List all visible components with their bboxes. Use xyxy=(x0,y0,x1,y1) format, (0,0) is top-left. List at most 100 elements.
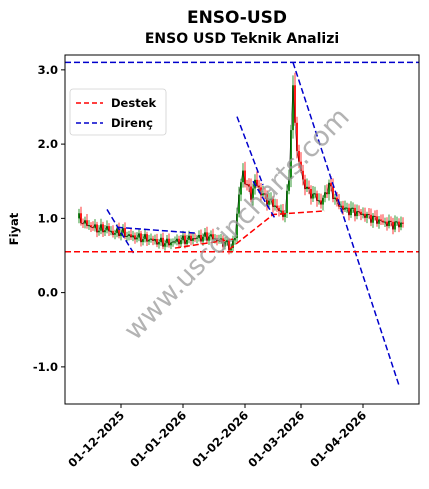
price-candle xyxy=(222,238,224,247)
price-candle xyxy=(382,220,384,223)
price-candle xyxy=(356,211,358,217)
price-candle xyxy=(288,178,290,191)
watermark-text: www.uscoincharts.com xyxy=(118,102,356,347)
price-candle xyxy=(214,238,216,240)
price-candle xyxy=(170,242,172,246)
price-candle xyxy=(236,213,238,239)
price-candle xyxy=(150,238,152,240)
price-candle xyxy=(106,226,108,231)
price-candle xyxy=(392,221,394,230)
price-candle xyxy=(328,182,330,195)
price-candle xyxy=(262,193,264,196)
price-candle xyxy=(218,240,220,242)
price-candle xyxy=(284,213,286,217)
price-candle xyxy=(244,170,246,185)
price-candle xyxy=(130,234,132,238)
price-candle xyxy=(152,238,154,241)
price-candle xyxy=(104,230,106,233)
price-candle xyxy=(292,85,294,131)
y-tick-label: 3.0 xyxy=(38,63,58,77)
price-candle xyxy=(386,221,388,227)
price-candle xyxy=(216,238,218,242)
price-candle xyxy=(306,186,308,190)
price-candle xyxy=(260,187,262,196)
price-candle xyxy=(330,182,332,187)
price-candle xyxy=(146,234,148,242)
price-candle xyxy=(232,240,234,249)
price-candle xyxy=(208,236,210,241)
price-candle xyxy=(372,215,374,223)
price-candle xyxy=(190,235,192,241)
support-trend-line xyxy=(270,210,326,216)
price-candle xyxy=(172,241,174,243)
price-candle xyxy=(192,238,194,241)
price-candle xyxy=(206,232,208,241)
price-candle xyxy=(342,205,344,210)
price-candle xyxy=(184,235,186,245)
price-candle xyxy=(286,190,288,214)
price-candle xyxy=(188,235,190,240)
price-candle xyxy=(84,220,86,224)
x-tick-label: 01-02-2026 xyxy=(189,408,251,470)
y-tick-label: 1.0 xyxy=(38,211,58,225)
price-candle xyxy=(266,193,268,205)
resistance-trend-line xyxy=(292,62,400,386)
price-candle xyxy=(180,240,182,245)
price-candle xyxy=(98,230,100,233)
price-candle xyxy=(94,224,96,228)
price-candle xyxy=(100,224,102,231)
price-candle xyxy=(252,188,254,200)
price-candle xyxy=(258,185,260,188)
price-candle xyxy=(86,220,88,226)
price-candle xyxy=(344,207,346,210)
price-candle xyxy=(204,232,206,237)
price-candle xyxy=(148,239,150,242)
price-candle xyxy=(198,234,200,238)
price-candle xyxy=(388,220,390,227)
price-candle xyxy=(242,170,244,183)
price-candle xyxy=(350,208,352,216)
price-candle xyxy=(124,228,126,237)
price-candle xyxy=(164,243,166,247)
price-candle xyxy=(176,238,178,242)
price-candle xyxy=(202,236,204,242)
price-candle xyxy=(274,205,276,207)
price-candle xyxy=(186,239,188,245)
price-candle xyxy=(162,237,164,247)
price-candle xyxy=(348,207,350,216)
price-candle xyxy=(158,242,160,245)
price-candle xyxy=(294,85,296,123)
price-candle xyxy=(80,213,82,224)
price-candle xyxy=(144,234,146,240)
price-candle xyxy=(196,237,198,239)
legend-label: Direnç xyxy=(111,116,153,130)
price-candle xyxy=(296,122,298,152)
price-candle xyxy=(336,197,338,202)
price-candle xyxy=(156,239,158,245)
price-candle xyxy=(102,224,104,233)
price-candle xyxy=(132,235,134,238)
price-candle xyxy=(174,241,176,243)
y-tick-label: -1.0 xyxy=(33,360,58,374)
price-candle xyxy=(140,233,142,243)
legend-label: Destek xyxy=(111,96,156,110)
price-candle xyxy=(256,179,258,186)
price-candle xyxy=(268,200,270,205)
price-candle xyxy=(278,207,280,211)
price-candle xyxy=(166,238,168,244)
price-candle xyxy=(304,179,306,190)
price-candle xyxy=(114,233,116,235)
price-candle xyxy=(276,205,278,208)
price-candle xyxy=(320,200,322,205)
y-tick-label: 0.0 xyxy=(38,286,58,300)
price-candle xyxy=(324,192,326,198)
price-candle xyxy=(112,230,114,235)
plot-area: www.uscoincharts.com 3.0 2.0 1.0 0.0 -1.0 01-1… xyxy=(33,54,420,470)
price-candle xyxy=(230,248,232,251)
support-trend-line xyxy=(174,238,234,249)
price-candle xyxy=(402,222,404,224)
price-candle xyxy=(394,221,396,230)
price-candle xyxy=(376,216,378,224)
price-candle xyxy=(182,235,184,241)
